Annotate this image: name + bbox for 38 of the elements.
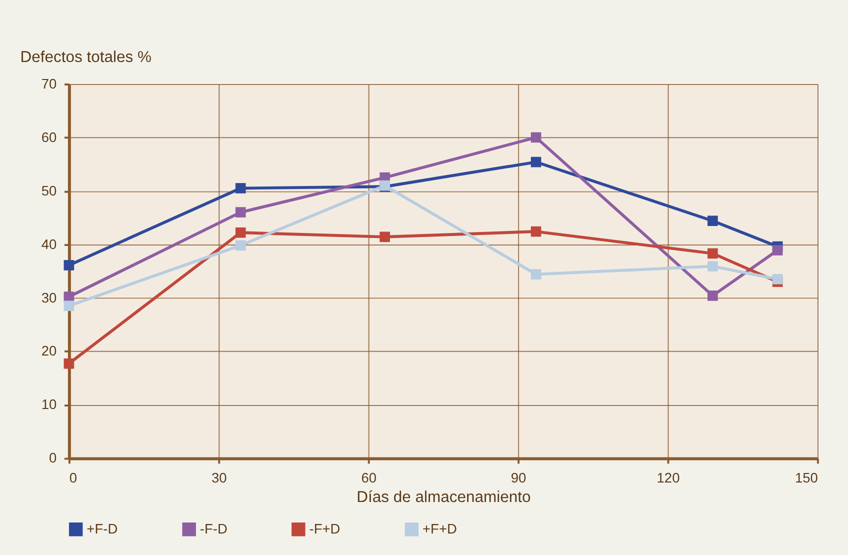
x-tick-label: 30	[211, 470, 228, 486]
point	[708, 290, 718, 301]
y-tick-label: 30	[41, 290, 57, 306]
y-tick-label: 40	[41, 236, 57, 252]
y-tick-label: 0	[48, 450, 57, 466]
y-tick-label: 20	[41, 344, 57, 359]
point	[530, 132, 542, 143]
point	[235, 240, 246, 251]
x-tick-label: 0	[69, 470, 78, 486]
point	[64, 260, 74, 270]
point	[772, 274, 783, 284]
y-tick-label: 50	[41, 183, 57, 198]
y-tick-label: 60	[41, 130, 57, 145]
x-tick-label: 120	[656, 470, 680, 486]
legend-label: +F-D	[86, 521, 118, 536]
x-axis-title: Días de almacenamiento	[356, 489, 532, 506]
point	[235, 207, 246, 218]
y-axis-title: Defectos totales %	[20, 48, 152, 66]
x-tick-label: 150	[794, 470, 818, 486]
point	[64, 358, 74, 369]
y-tick-label: 70	[41, 76, 57, 92]
point	[64, 300, 74, 312]
point	[380, 232, 390, 242]
point	[235, 183, 246, 194]
point	[708, 248, 718, 259]
y-tick-label: 10	[41, 397, 57, 412]
point	[772, 245, 783, 256]
point	[708, 216, 718, 226]
point	[708, 261, 718, 272]
legend-label: +F+D	[422, 521, 458, 536]
point	[530, 226, 542, 237]
point	[530, 156, 542, 168]
legend-label: -F-D	[200, 521, 228, 536]
x-tick-label: 90	[510, 470, 527, 486]
x-tick-label: 60	[361, 470, 377, 486]
point	[530, 269, 542, 280]
legend-label: -F+D	[309, 521, 340, 536]
point	[235, 227, 246, 238]
